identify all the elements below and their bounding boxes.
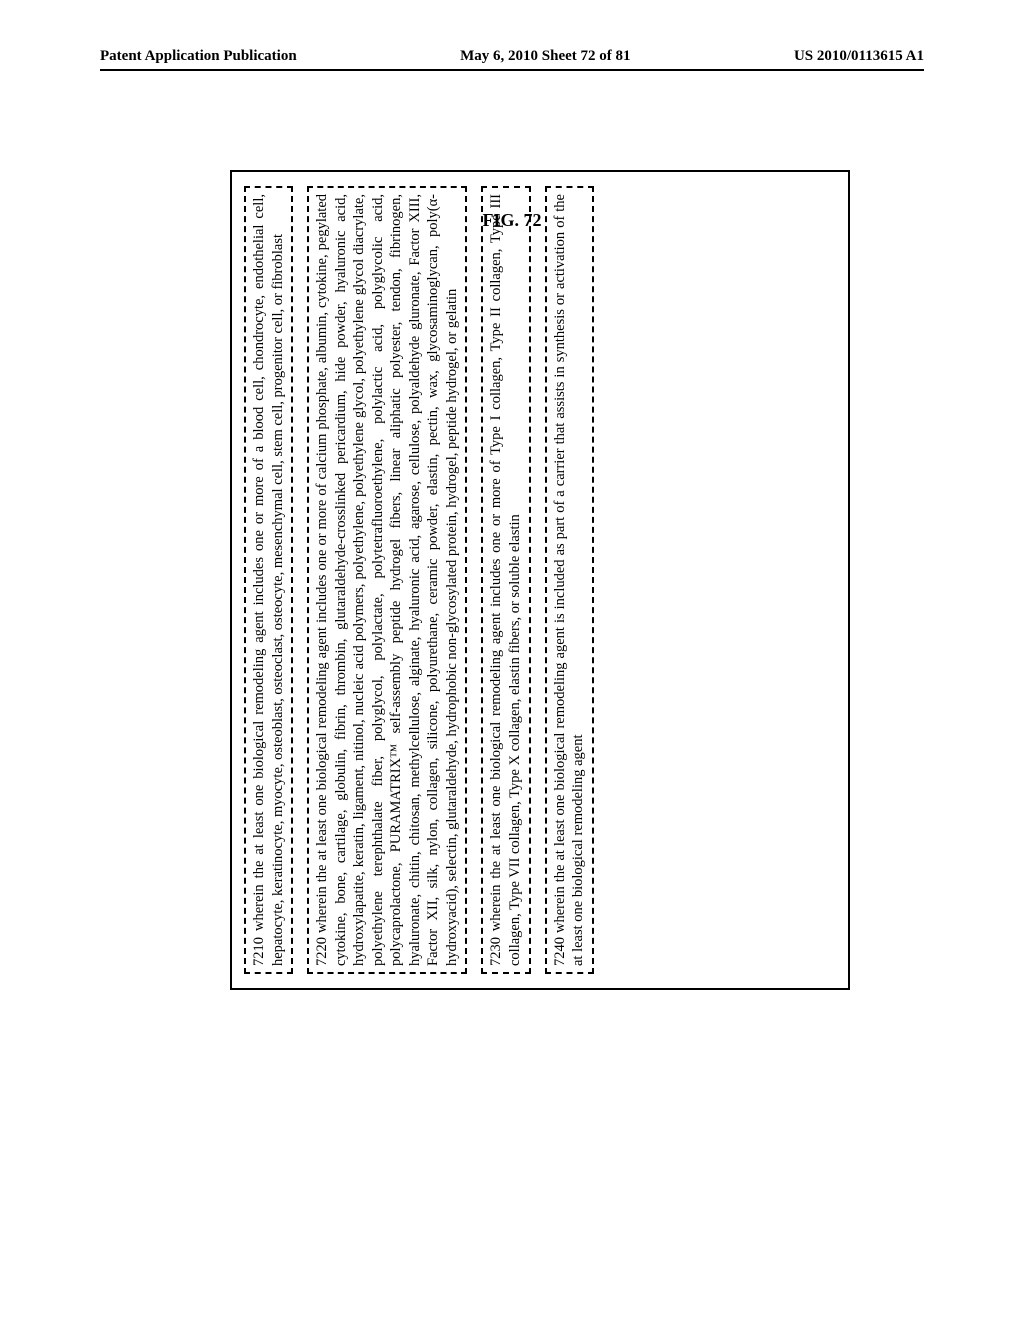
claim-number: 7230 [488,937,504,966]
claim-text: wherein the at least one biological remo… [251,194,286,966]
claim-text: wherein the at least one biological remo… [552,194,587,966]
empty-space [608,186,768,974]
claim-7210: 7210 wherein the at least one biological… [244,186,293,974]
claim-number: 7240 [552,937,568,966]
content-rotator: 7210 wherein the at least one biological… [230,270,850,890]
claim-number: 7210 [251,937,267,966]
claim-7230: 7230 wherein the at least one biological… [481,186,530,974]
claim-7240: 7240 wherein the at least one biological… [545,186,594,974]
header-left: Patent Application Publication [100,48,297,65]
claim-text: wherein the at least one biological remo… [314,194,460,966]
claim-number: 7220 [314,937,330,966]
header-right: US 2010/0113615 A1 [794,48,924,65]
claim-7220: 7220 wherein the at least one biological… [307,186,467,974]
claims-box: 7210 wherein the at least one biological… [230,170,850,990]
claim-text: wherein the at least one biological remo… [488,194,523,966]
header-center: May 6, 2010 Sheet 72 of 81 [460,48,630,65]
page-header: Patent Application Publication May 6, 20… [100,48,924,71]
